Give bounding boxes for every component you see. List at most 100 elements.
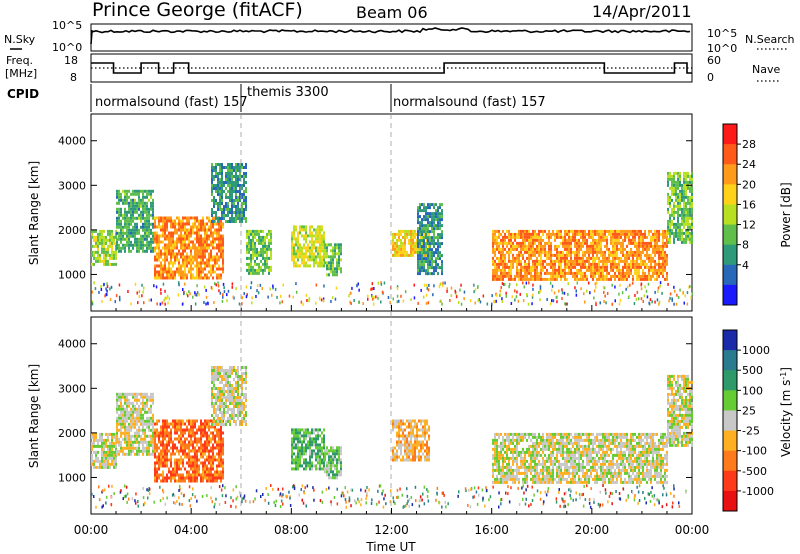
echo-cell <box>150 204 152 208</box>
echo-cell <box>103 282 105 286</box>
echo-cell <box>97 438 99 442</box>
echo-cell <box>427 301 430 305</box>
echo-cell <box>596 277 598 281</box>
echo-cell <box>237 211 239 214</box>
echo-cell <box>614 244 616 248</box>
echo-cell <box>206 443 208 447</box>
echo-cell <box>182 219 184 223</box>
echo-cell <box>120 240 122 244</box>
echo-cell <box>616 247 618 251</box>
echo-cell <box>225 196 227 199</box>
echo-cell <box>435 266 437 270</box>
echo-cell <box>101 456 103 460</box>
echo-cell <box>532 229 534 233</box>
echo-cell <box>425 242 427 246</box>
echo-cell <box>681 183 683 187</box>
echo-cell <box>510 259 512 263</box>
echo-cell <box>687 210 689 214</box>
echo-cell <box>508 247 510 251</box>
echo-cell <box>646 235 648 239</box>
echo-cell <box>128 440 130 444</box>
echo-cell <box>526 238 528 242</box>
echo-cell <box>439 206 441 210</box>
echo-cell <box>160 431 162 435</box>
echo-cell <box>252 247 254 251</box>
echo-cell <box>558 244 560 248</box>
echo-cell <box>146 443 148 447</box>
echo-cell <box>572 265 574 269</box>
echo-cell <box>295 290 298 294</box>
echo-cell <box>93 444 95 448</box>
echo-cell <box>178 428 180 432</box>
echo-cell <box>221 190 223 193</box>
echo-cell <box>239 211 241 214</box>
echo-cell <box>162 440 164 444</box>
echo-cell <box>222 458 224 462</box>
echo-cell <box>658 229 660 233</box>
echo-cell <box>634 265 636 269</box>
echo-cell <box>616 232 618 236</box>
echo-cell <box>128 243 130 247</box>
echo-cell <box>130 234 132 238</box>
echo-cell <box>575 289 577 293</box>
echo-cell <box>223 190 225 193</box>
echo-cell <box>154 434 156 438</box>
echo-cell <box>305 246 307 250</box>
echo-cell <box>221 196 223 199</box>
echo-cell <box>222 476 224 480</box>
echo-cell <box>210 264 212 268</box>
echo-cell <box>178 422 180 426</box>
echo-cell <box>115 256 117 260</box>
echo-cell <box>600 271 602 275</box>
echo-cell <box>144 237 146 241</box>
echo-cell <box>576 256 578 260</box>
echo-cell <box>126 443 128 447</box>
echo-cell <box>656 235 658 239</box>
echo-cell <box>154 461 156 465</box>
echo-cell <box>677 210 679 214</box>
echo-cell <box>213 178 215 181</box>
echo-cell <box>111 235 113 239</box>
echo-cell <box>400 294 402 298</box>
echo-cell <box>560 265 562 269</box>
echo-cell <box>190 267 192 271</box>
echo-cell <box>128 222 130 226</box>
echo-cell <box>252 268 254 272</box>
echo-cell <box>200 249 202 253</box>
echo-cell <box>564 262 566 266</box>
echo-cell <box>262 244 264 248</box>
echo-cell <box>673 204 675 208</box>
echo-cell <box>158 437 160 441</box>
echo-cell <box>215 214 217 217</box>
echo-cell <box>202 225 204 229</box>
echo-cell <box>208 261 210 265</box>
echo-cell <box>606 268 608 272</box>
echo-cell <box>188 267 190 271</box>
echo-cell <box>162 273 164 277</box>
echo-cell <box>594 262 596 266</box>
echo-cell <box>392 247 394 251</box>
echo-cell <box>429 245 431 249</box>
echo-cell <box>321 243 323 247</box>
echo-cell <box>546 241 548 245</box>
echo-cell <box>194 246 196 250</box>
echo-cell <box>494 274 496 278</box>
echo-cell <box>656 229 658 233</box>
echo-cell <box>208 476 210 480</box>
echo-cell <box>164 461 166 465</box>
echo-cell <box>202 479 204 483</box>
colorbar-swatch <box>723 124 737 145</box>
echo-cell <box>156 216 158 220</box>
echo-cell <box>246 268 248 272</box>
echo-cell <box>212 476 214 480</box>
echo-cell <box>164 425 166 429</box>
echo-cell <box>667 171 669 175</box>
echo-cell <box>184 449 186 453</box>
echo-cell <box>264 268 266 272</box>
echo-cell <box>594 238 596 242</box>
echo-cell <box>176 461 178 465</box>
echo-cell <box>138 246 140 250</box>
echo-cell <box>566 271 568 275</box>
echo-cell <box>126 407 128 411</box>
echo-cell <box>250 265 252 269</box>
